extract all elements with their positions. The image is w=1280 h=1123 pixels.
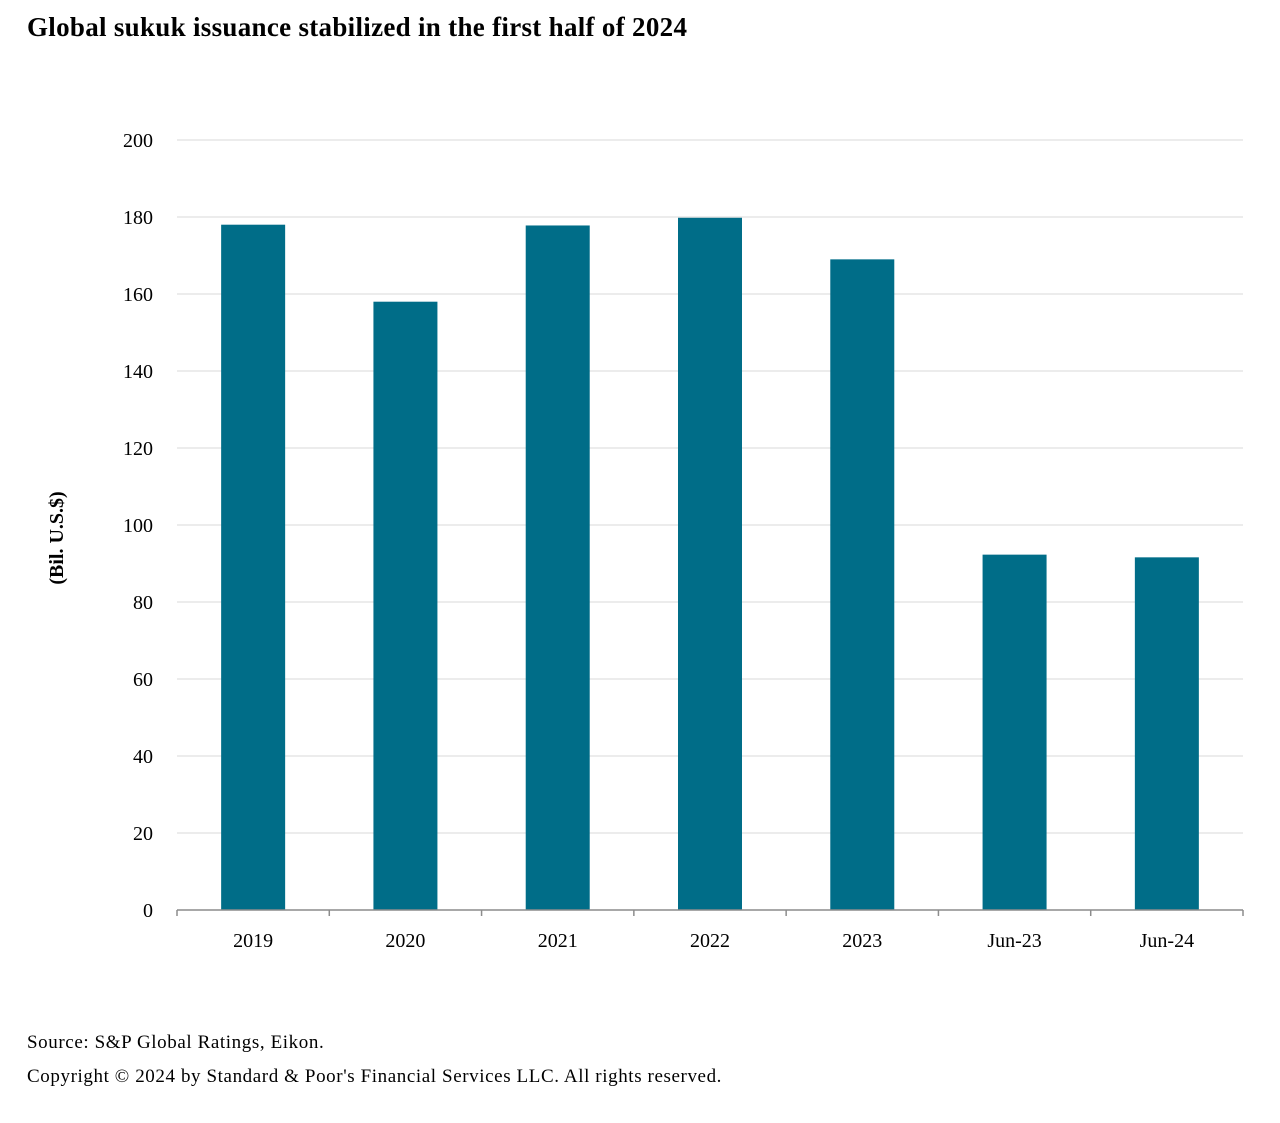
y-tick-label: 180 (123, 207, 153, 229)
y-tick-label: 200 (123, 130, 153, 152)
x-tick-label: 2020 (385, 930, 425, 952)
y-tick-labels: 0 20 40 60 80 100 120 140 160 180 200 (123, 130, 153, 922)
x-tick-label: 2021 (538, 930, 578, 952)
y-tick-label: 140 (123, 361, 153, 383)
axes (176, 909, 1244, 916)
x-tick-labels: 2019 2020 2021 2022 2023 Jun-23 Jun-24 (233, 930, 1194, 952)
bars (221, 217, 1199, 911)
x-tick-label: 2022 (690, 930, 730, 952)
x-tick-label: Jun-23 (987, 930, 1041, 952)
x-tick-label: 2023 (842, 930, 882, 952)
chart-title: Global sukuk issuance stabilized in the … (27, 12, 688, 42)
y-tick-label: 20 (133, 823, 153, 845)
source-note: Source: S&P Global Ratings, Eikon. (27, 1032, 325, 1053)
y-tick-label: 80 (133, 592, 153, 614)
x-tick-label: Jun-24 (1140, 930, 1194, 952)
y-tick-label: 0 (143, 900, 153, 922)
x-tick-label: 2019 (233, 930, 273, 952)
bar-chart: 0 20 40 60 80 100 120 140 160 180 200 2019 2020 2021… (46, 130, 1244, 952)
y-tick-label: 40 (133, 746, 153, 768)
y-tick-label: 160 (123, 284, 153, 306)
bar (830, 259, 895, 911)
bar (678, 217, 742, 910)
bar (525, 225, 590, 911)
copyright-note: Copyright © 2024 by Standard & Poor's Fi… (27, 1066, 723, 1087)
y-tick-label: 100 (123, 515, 153, 537)
y-tick-label: 60 (133, 669, 153, 691)
bar (1134, 557, 1199, 910)
bar (373, 301, 438, 910)
y-axis-label: (Bil. U.S.$) (46, 491, 68, 584)
y-tick-label: 120 (123, 438, 153, 460)
bar (982, 554, 1047, 910)
bar (221, 224, 286, 910)
